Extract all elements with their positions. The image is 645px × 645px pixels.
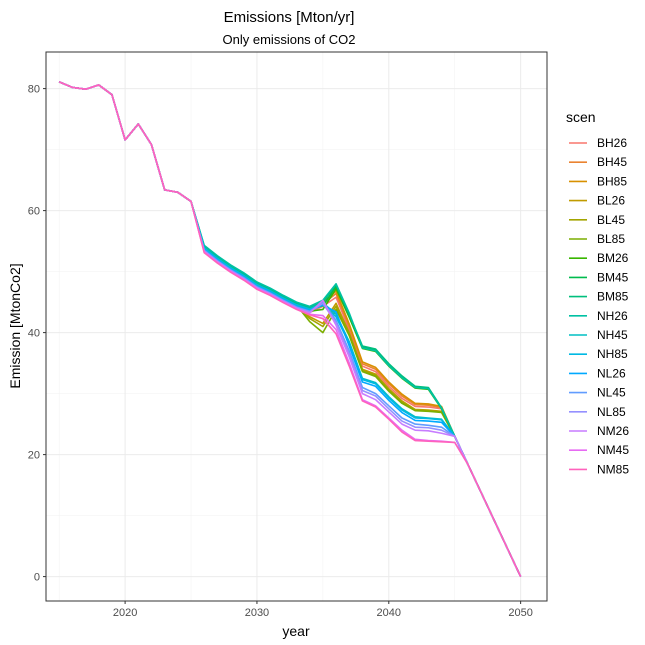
legend-label-nh26: NH26: [597, 309, 628, 323]
legend-label-nh85: NH85: [597, 347, 628, 361]
x-tick-label: 2050: [508, 607, 532, 619]
legend-label-nm85: NM85: [597, 462, 629, 476]
y-tick-label: 0: [34, 572, 40, 584]
y-tick-label: 20: [28, 450, 40, 462]
legend-label-bh26: BH26: [597, 136, 627, 150]
legend-label-bl26: BL26: [597, 194, 625, 208]
series-line-nm85: [58, 81, 522, 577]
legend-label-bl85: BL85: [597, 232, 625, 246]
legend-label-bm26: BM26: [597, 251, 629, 265]
x-tick-label: 2040: [377, 607, 401, 619]
legend-label-nh45: NH45: [597, 328, 628, 342]
legend-label-nl26: NL26: [597, 366, 626, 380]
legend-label-bm85: BM85: [597, 290, 629, 304]
plot-panel-border: [45, 51, 548, 602]
series-lines: [58, 81, 522, 577]
chart-title: Emissions [Mton/yr]: [224, 9, 355, 26]
legend-label-bm45: BM45: [597, 270, 629, 284]
legend-label-bh85: BH85: [597, 174, 627, 188]
y-tick-label: 60: [28, 206, 40, 218]
legend-label-bl45: BL45: [597, 213, 625, 227]
x-axis-label: year: [282, 623, 310, 639]
legend-label-nm26: NM26: [597, 424, 629, 438]
grid: [46, 52, 547, 601]
legend-label-nl85: NL85: [597, 405, 626, 419]
y-tick-label: 80: [28, 84, 40, 96]
y-tick-label: 40: [28, 328, 40, 340]
y-axis-label: Emission [MtonCo2]: [7, 263, 23, 388]
legend: scen BH26 BH45 BH85 BL26 BL45 BL85 BM26 BM45 BM8…: [566, 109, 629, 476]
legend-label-bh45: BH45: [597, 155, 627, 169]
legend-label-nl45: NL45: [597, 386, 626, 400]
x-tick-label: 2030: [245, 607, 269, 619]
x-tick-label: 2020: [113, 607, 137, 619]
legend-label-nm45: NM45: [597, 443, 629, 457]
legend-title: scen: [566, 109, 596, 125]
chart-subtitle: Only emissions of CO2: [223, 32, 356, 47]
